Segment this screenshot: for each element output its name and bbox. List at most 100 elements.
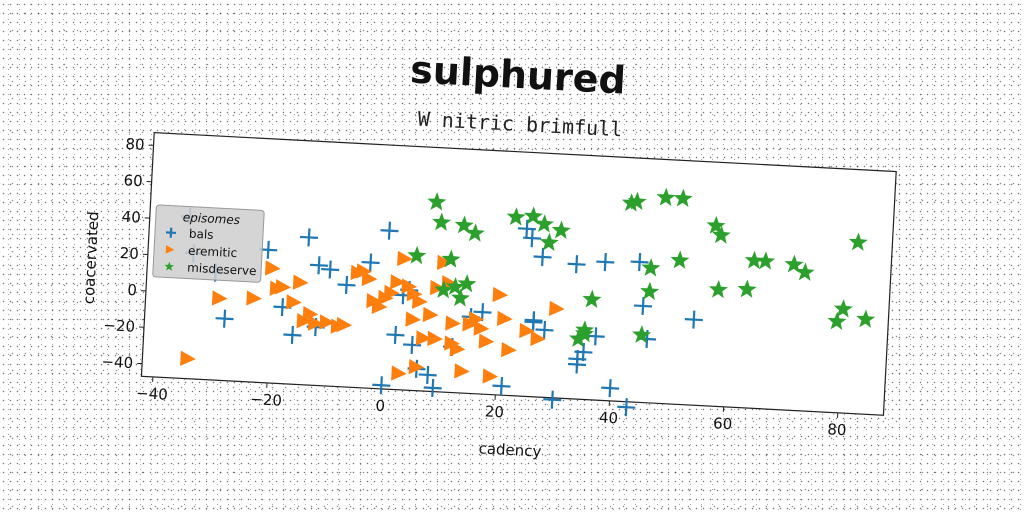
data-point-bals — [543, 390, 562, 409]
data-point-misdeserve — [454, 215, 474, 234]
data-point-eremitic — [406, 285, 423, 302]
data-point-misdeserve — [706, 215, 726, 235]
data-point-eremitic — [356, 263, 373, 279]
data-point-misdeserve — [407, 245, 427, 265]
data-point-misdeserve — [827, 311, 847, 330]
data-point-eremitic — [296, 313, 313, 329]
data-point-eremitic — [390, 274, 406, 290]
y-tick-label: 0 — [127, 281, 137, 299]
data-point-misdeserve — [632, 325, 652, 344]
data-point-misdeserve — [640, 281, 660, 301]
data-point-bals — [567, 255, 586, 274]
data-point-bals — [533, 247, 552, 266]
data-point-bals — [634, 296, 653, 316]
x-tick-label: 80 — [827, 420, 847, 439]
data-point-misdeserve — [445, 277, 465, 296]
data-point-bals — [586, 327, 605, 346]
data-point-eremitic — [449, 341, 466, 357]
data-point-eremitic — [371, 298, 388, 314]
data-point-eremitic — [482, 368, 499, 384]
x-axis-label: cadency — [478, 439, 542, 460]
data-point-eremitic — [530, 330, 546, 347]
data-point-bals — [299, 228, 319, 247]
data-point-misdeserve — [711, 225, 731, 244]
data-point-bals — [423, 378, 442, 397]
data-point-eremitic — [492, 286, 509, 303]
data-point-eremitic — [391, 365, 407, 381]
data-point-bals — [380, 221, 399, 240]
data-point-misdeserve — [551, 220, 571, 239]
data-point-bals — [601, 379, 620, 398]
legend-marker-eremitic — [165, 245, 175, 254]
data-point-eremitic — [473, 320, 490, 336]
data-point-bals — [596, 253, 615, 272]
data-point-eremitic — [319, 314, 336, 330]
data-point-misdeserve — [575, 323, 595, 343]
data-point-misdeserve — [450, 288, 470, 307]
data-point-misdeserve — [621, 193, 641, 212]
data-point-misdeserve — [737, 279, 757, 298]
data-point-misdeserve — [833, 299, 853, 318]
x-tick-label: −20 — [250, 390, 283, 410]
data-point-eremitic — [468, 311, 485, 327]
chart-title: sulphured — [409, 47, 627, 102]
data-point-eremitic — [361, 270, 378, 287]
data-point-misdeserve — [539, 232, 559, 252]
data-point-eremitic — [412, 293, 428, 309]
data-point-bals — [567, 355, 587, 374]
data-point-eremitic — [383, 284, 400, 301]
data-point-eremitic — [454, 363, 470, 379]
x-axis: −40 −20 0 20 40 60 80 — [136, 376, 847, 439]
data-point-misdeserve — [784, 254, 804, 274]
legend-label-misdeserve: misdeserve — [187, 261, 257, 279]
data-point-bals — [574, 343, 593, 362]
y-axis-label: coacervated — [80, 211, 103, 305]
data-point-bals — [321, 260, 340, 279]
data-point-eremitic — [180, 350, 196, 366]
data-point-eremitic — [264, 260, 281, 276]
data-point-bals — [684, 310, 703, 329]
data-point-eremitic — [496, 310, 513, 327]
legend-box — [152, 204, 265, 283]
data-point-eremitic — [427, 330, 443, 347]
legend-label-eremitic: eremitic — [188, 244, 238, 261]
data-point-eremitic — [211, 290, 228, 306]
y-tick-label: 60 — [123, 171, 143, 190]
data-point-eremitic — [405, 311, 422, 327]
data-point-bals — [337, 275, 356, 295]
data-point-bals — [418, 365, 437, 384]
data-point-misdeserve — [856, 309, 876, 328]
data-point-misdeserve — [795, 262, 815, 281]
y-tick-label: −40 — [101, 352, 134, 372]
data-point-eremitic — [519, 322, 535, 339]
data-points — [180, 187, 876, 417]
data-point-bals — [492, 377, 511, 396]
data-point-eremitic — [549, 300, 565, 316]
data-point-misdeserve — [641, 258, 661, 277]
x-tick-label: 60 — [713, 414, 733, 433]
data-point-bals — [372, 376, 391, 395]
x-tick-label: 40 — [599, 408, 619, 427]
data-point-eremitic — [401, 278, 418, 294]
data-point-misdeserve — [744, 250, 764, 270]
y-tick-label: 80 — [125, 135, 145, 154]
data-point-eremitic — [501, 341, 517, 358]
data-point-eremitic — [397, 250, 413, 267]
data-point-eremitic — [302, 306, 319, 322]
data-point-misdeserve — [569, 329, 589, 348]
data-point-misdeserve — [670, 250, 690, 269]
x-tick-label: −40 — [136, 384, 169, 404]
plot-area: −40 −20 0 20 40 60 80 −40 −20 0 20 40 60 80 episomes… — [101, 132, 897, 439]
data-point-eremitic — [246, 290, 262, 306]
data-point-misdeserve — [656, 187, 676, 207]
data-point-eremitic — [292, 274, 309, 290]
data-point-bals — [630, 252, 649, 272]
data-point-misdeserve — [673, 188, 693, 208]
data-point-eremitic — [275, 279, 292, 295]
x-tick-label: 20 — [484, 402, 504, 421]
data-point-misdeserve — [756, 251, 776, 270]
legend-marker-misdeserve — [164, 261, 175, 271]
data-point-bals — [517, 219, 536, 238]
